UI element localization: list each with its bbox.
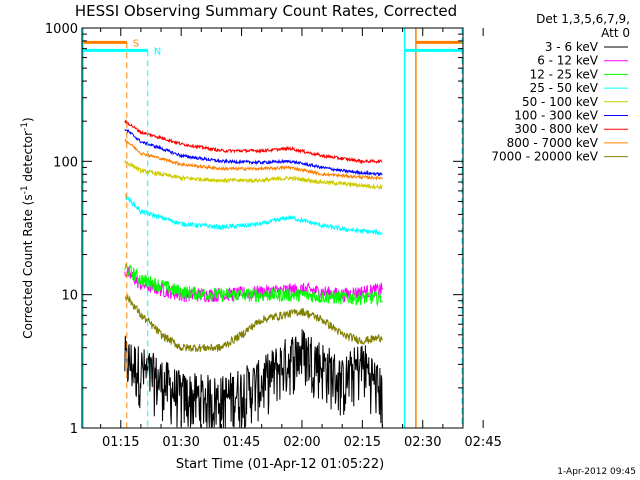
x-tick-label: 01:45 [223, 435, 260, 450]
series-line [124, 193, 383, 236]
y-tick-label: 10 [61, 289, 78, 304]
x-tick-label: 02:00 [283, 435, 320, 450]
timestamp: 1-Apr-2012 09:45 [557, 467, 636, 477]
series-line [124, 294, 383, 353]
legend-label: 100 - 300 keV [514, 109, 598, 123]
x-tick-label: 01:15 [102, 435, 139, 450]
y-tick-label: 1000 [45, 22, 78, 37]
x-axis-label: Start Time (01-Apr-12 01:05:22) [176, 457, 384, 472]
x-tick-label: 02:15 [344, 435, 381, 450]
legend-label: 12 - 25 keV [530, 67, 599, 81]
legend-header-line-2: Att 0 [601, 26, 630, 40]
y-axis-label: Corrected Count Rate (s-1 detector-1) [20, 117, 35, 338]
x-tick-label: 01:30 [162, 435, 199, 450]
y-tick-label: 1 [70, 422, 78, 437]
series-line [124, 160, 383, 191]
legend-label: 7000 - 20000 keV [491, 150, 598, 164]
legend-label: 800 - 7000 keV [507, 136, 599, 150]
x-tick-label: 02:30 [404, 435, 441, 450]
series-line [124, 329, 383, 429]
series-line [124, 128, 383, 177]
series-line [124, 139, 383, 181]
legend-header-line-1: Det 1,3,5,6,7,9, [536, 12, 630, 26]
flag-label: N [154, 46, 161, 57]
legend-label: 6 - 12 keV [537, 54, 599, 68]
legend-label: 50 - 100 keV [522, 95, 599, 109]
x-tick-label: 02:45 [464, 435, 501, 450]
chart-title: HESSI Observing Summary Count Rates, Cor… [75, 2, 457, 20]
series-line [124, 263, 383, 307]
series-line [124, 119, 383, 165]
legend-label: 25 - 50 keV [530, 81, 599, 95]
legend-label: 300 - 800 keV [514, 122, 598, 136]
legend-label: 3 - 6 keV [545, 40, 599, 54]
flag-label: S [133, 38, 139, 49]
plot-frame [81, 27, 464, 429]
y-tick-label: 100 [53, 155, 78, 170]
